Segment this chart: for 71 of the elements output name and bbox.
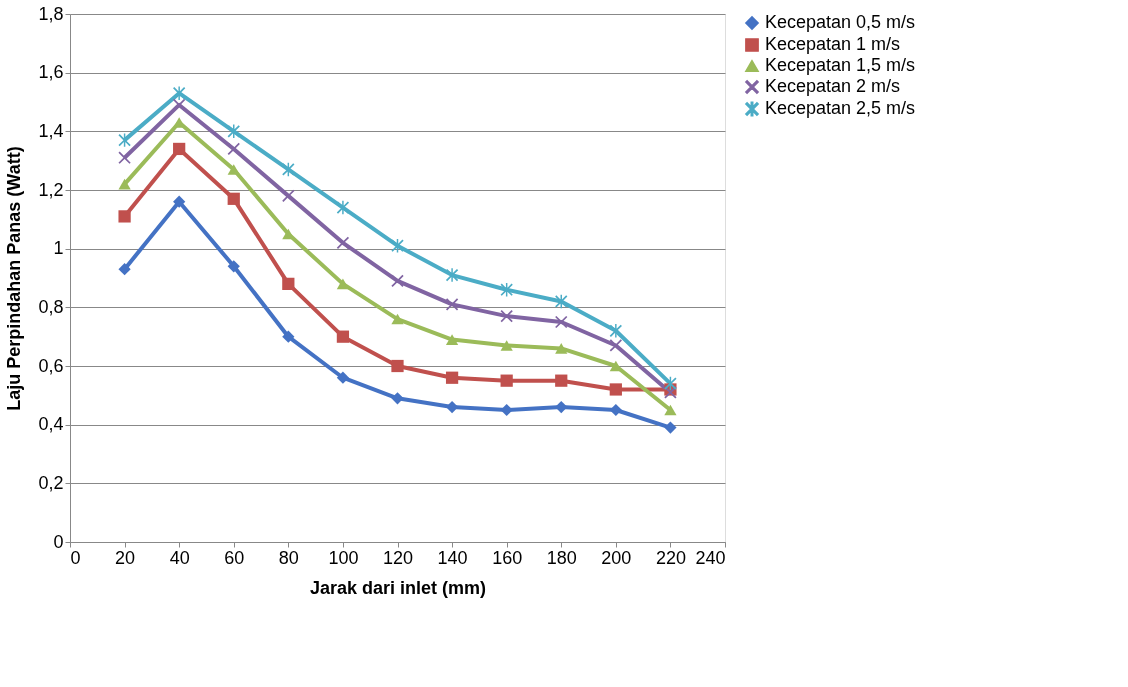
x-tick-label: 0 [70, 547, 81, 568]
point [500, 374, 513, 387]
x-tick-label: 180 [546, 547, 577, 568]
x-tick-label: 220 [655, 547, 686, 568]
x-tick-label: 40 [169, 547, 190, 568]
point [664, 404, 677, 416]
point [555, 400, 568, 414]
point [173, 195, 186, 208]
y-tick-label: 1 [53, 238, 64, 259]
point [609, 383, 622, 396]
point [336, 278, 350, 290]
point [118, 210, 131, 223]
point [118, 263, 131, 276]
point [609, 324, 622, 338]
y-tick-label: 0,2 [38, 472, 64, 493]
point [227, 142, 240, 156]
point [445, 268, 459, 282]
point [282, 189, 295, 202]
point [664, 421, 677, 434]
point [227, 164, 240, 175]
legend-label: Kecepatan 2,5 m/s [765, 98, 916, 118]
y-tick-label: 1,8 [38, 3, 64, 24]
x-tick-label: 160 [492, 547, 523, 568]
point [227, 192, 240, 205]
point [282, 277, 295, 290]
x-tick-label: 60 [224, 547, 245, 568]
x-tick-label: 120 [382, 547, 414, 568]
point [664, 376, 677, 391]
x-tick-label: 80 [278, 547, 299, 568]
point [391, 392, 404, 405]
point [500, 403, 513, 417]
x-tick-label: 100 [328, 547, 359, 568]
point [336, 236, 350, 249]
point [555, 343, 568, 354]
y-tick-label: 0 [53, 531, 64, 552]
y-tick-label: 1,4 [38, 120, 64, 141]
point [391, 313, 404, 325]
y-tick-label: 0,6 [38, 355, 64, 376]
y-tick-label: 1,2 [38, 179, 64, 200]
point [391, 359, 404, 373]
point [445, 334, 459, 345]
point [173, 142, 186, 156]
legend-label: Kecepatan 1 m/s [765, 34, 901, 54]
x-tick-label: 200 [601, 547, 632, 568]
y-tick-label: 1,6 [38, 62, 64, 83]
point [118, 151, 131, 164]
point [609, 403, 622, 417]
point [555, 374, 568, 387]
legend-label: Kecepatan 1,5 m/s [765, 55, 916, 75]
point [118, 178, 131, 190]
point [500, 310, 513, 323]
point [227, 260, 240, 273]
point [445, 400, 459, 414]
x-tick-label: 140 [437, 547, 468, 568]
point [336, 330, 350, 343]
y-tick-label: 0,8 [38, 296, 64, 317]
point [336, 371, 350, 384]
x-tick-label: 20 [115, 547, 136, 568]
legend-label: Kecepatan 0,5 m/s [765, 12, 916, 32]
y-axis-title: Laju Perpindahan Panas (Watt) [4, 146, 25, 411]
point [391, 239, 404, 253]
point [282, 330, 295, 343]
legend-label: Kecepatan 2 m/s [765, 76, 901, 96]
point [173, 98, 186, 112]
point [282, 162, 295, 177]
point [500, 340, 513, 351]
x-axis-title: Jarak dari inlet (mm) [309, 577, 487, 598]
y-tick-label: 0,4 [38, 414, 64, 435]
point [173, 86, 186, 100]
point [445, 371, 459, 384]
x-tick-label: 240 [695, 547, 726, 568]
